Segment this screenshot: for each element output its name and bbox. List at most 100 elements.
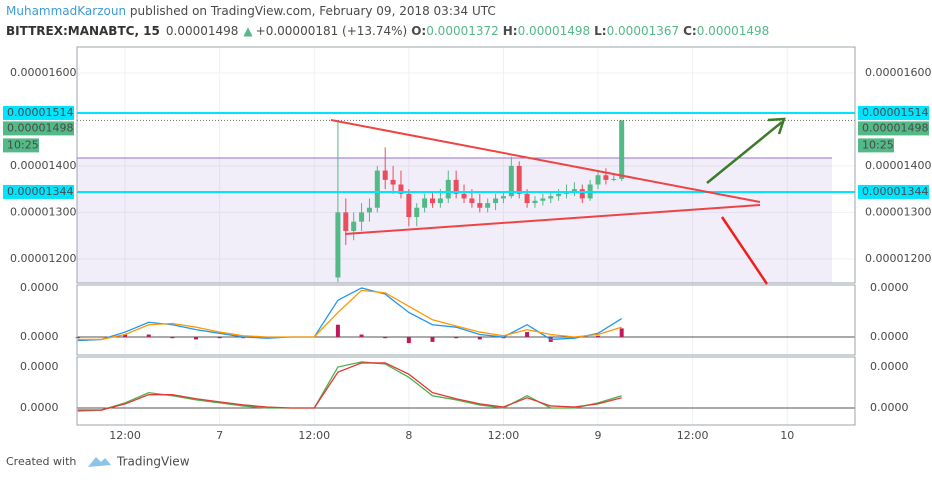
x-tick-label: 12:00 — [677, 429, 709, 442]
histogram-bar — [525, 332, 530, 337]
change: +0.00000181 (+13.74%) — [256, 24, 408, 38]
histogram-bar — [75, 336, 80, 339]
candle-body — [374, 170, 380, 208]
candle-body — [508, 165, 514, 197]
candle-body — [461, 193, 467, 199]
histogram-bar — [596, 335, 601, 337]
candle-body — [366, 207, 372, 213]
histogram-bar — [170, 336, 175, 339]
y-tick-label: 0.0000 — [20, 281, 59, 294]
pane-frame — [76, 46, 856, 284]
ohlc: O:0.00001372 H:0.00001498 L:0.00001367 C:0.… — [411, 24, 769, 38]
y-tick-label: 0.0000 — [20, 330, 59, 343]
candle-body — [469, 198, 475, 204]
candle-body — [595, 175, 601, 185]
last-price-label-box — [858, 121, 929, 136]
x-tick-label: 12:00 — [109, 429, 141, 442]
arrow-head — [767, 117, 786, 135]
histogram-bar — [99, 336, 104, 338]
histogram-bar — [217, 336, 222, 339]
y-tick-label: 0.0000 — [20, 360, 59, 373]
last: 0.00001498 — [166, 24, 239, 38]
indicator-line — [77, 361, 622, 412]
pane-frame — [76, 356, 856, 426]
candle-body — [406, 193, 412, 218]
countdown: 10:25 — [7, 138, 39, 151]
histogram-bar — [335, 324, 340, 337]
y-tick-label: 0.0000 — [20, 401, 59, 414]
candle-body — [398, 184, 404, 194]
candle-body — [477, 203, 483, 208]
drawings — [330, 117, 786, 285]
histogram-bar — [194, 336, 199, 340]
ohlc-key: H: — [503, 24, 518, 38]
author[interactable]: MuhammadKarzoun — [6, 4, 126, 18]
candle-body — [548, 196, 554, 199]
candle-body — [619, 120, 625, 179]
candle-body — [422, 198, 428, 208]
ohlc-value: 0.00001498 — [697, 24, 770, 38]
x-tick-label: 12:00 — [298, 429, 330, 442]
y-tick-label: 0.0000 — [870, 330, 909, 343]
indicator-line — [77, 362, 622, 411]
symbol: BITTREX:MANABTC, 15 — [6, 24, 160, 38]
histogram-bar — [146, 334, 151, 337]
candle-body — [611, 178, 617, 180]
trend-line — [330, 119, 761, 203]
y-tick-label: 0.0000 — [870, 401, 909, 414]
histogram-bar — [123, 334, 128, 337]
ohlc-value: 0.00001498 — [518, 24, 591, 38]
level-label: 0.00001344 — [7, 185, 73, 198]
candle-body — [532, 200, 538, 204]
candle-body — [500, 196, 506, 199]
level-label-box — [858, 184, 929, 199]
x-tick-label: 12:00 — [488, 429, 520, 442]
indicator-line — [77, 289, 622, 341]
histogram-bar — [619, 328, 624, 337]
footer: Created with TradingView — [6, 455, 190, 469]
histogram-bar — [383, 336, 388, 339]
y-tick-label: 0.00001300 — [10, 205, 76, 218]
histogram-bar — [430, 336, 435, 342]
level-label-box — [3, 105, 74, 120]
level-label: 0.00001514 — [7, 106, 73, 119]
y-tick-label: 0.00001200 — [865, 252, 931, 265]
ohlc-value: 0.00001367 — [607, 24, 680, 38]
candle-body — [390, 179, 396, 185]
plot: 12:00 7 12:00 8 12:00 9 12:00 10 0.00001200 0.000… — [3, 46, 931, 442]
candle-body — [445, 179, 451, 199]
y-tick-label: 0.00001400 — [865, 159, 931, 172]
y-tick-label: 0.00001300 — [865, 205, 931, 218]
trend-line — [344, 204, 761, 235]
candle-body — [359, 212, 365, 222]
histogram-bar — [477, 336, 482, 340]
candle-body — [540, 198, 546, 201]
y-tick-label: 0.00001200 — [10, 252, 76, 265]
ohlc-key: O: — [411, 24, 426, 38]
candle-body — [556, 193, 562, 197]
histogram-bar — [359, 334, 364, 337]
countdown-box — [858, 138, 894, 153]
candle-body — [603, 175, 609, 180]
brand[interactable]: TradingView — [116, 455, 190, 469]
y-tick-label: 0.0000 — [870, 281, 909, 294]
created: Created with — [6, 455, 76, 468]
header-line-2: BITTREX:MANABTC, 15 0.00001498 ▲ +0.0000018… — [6, 24, 769, 38]
level-label: 0.00001514 — [862, 106, 928, 119]
histogram-bar — [454, 336, 459, 339]
last-price-label: 0.00001498 — [862, 121, 928, 134]
candle-body — [485, 203, 491, 208]
ohlc-value: 0.00001372 — [426, 24, 499, 38]
candle-body — [571, 189, 577, 192]
histogram-bar — [406, 336, 411, 344]
countdown: 10:25 — [862, 138, 894, 151]
candle-body — [351, 221, 357, 231]
arrow — [706, 121, 783, 184]
last-price-label-box — [3, 121, 74, 136]
y-tick-label: 0.00001600 — [865, 66, 931, 79]
x-tick-label: 10 — [780, 429, 794, 442]
candle-body — [493, 198, 499, 204]
candle-body — [516, 165, 522, 194]
